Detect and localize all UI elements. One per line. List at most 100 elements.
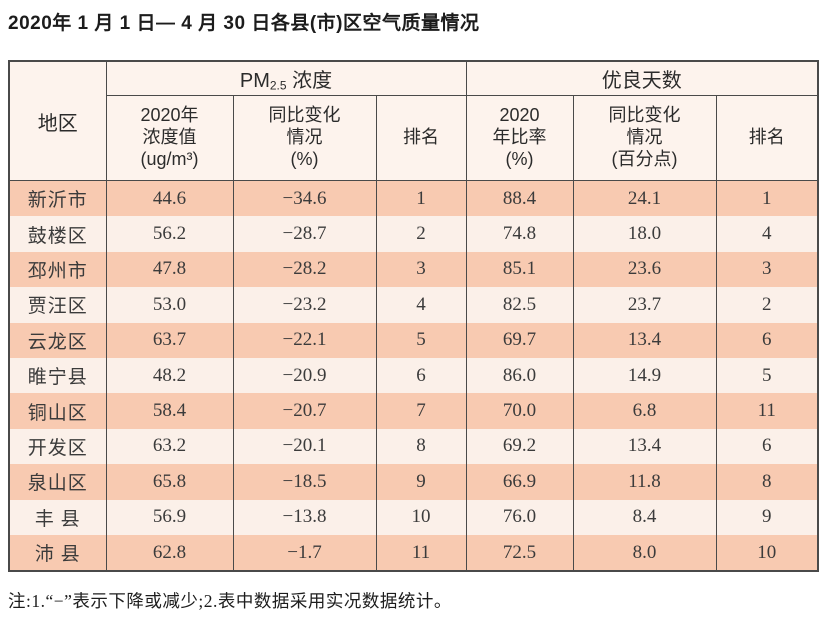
pm-value-cell: 48.2 <box>105 357 234 394</box>
pm-value-cell: 56.2 <box>105 216 234 252</box>
good-rank-cell: 3 <box>715 251 819 288</box>
table-row: 云龙区 63.7 −22.1 5 69.7 13.4 6 <box>8 322 819 358</box>
header-group-pm25: PM2.5 浓度 <box>105 61 467 96</box>
pm-change-cell: −20.1 <box>232 428 377 465</box>
region-cell: 铜山区 <box>8 393 107 429</box>
pm-value-cell: 58.4 <box>105 393 234 429</box>
pm-value-cell: 44.6 <box>105 180 234 217</box>
region-cell: 睢宁县 <box>8 357 107 394</box>
header-good-rate-line2: 年比率 <box>492 127 547 148</box>
good-change-cell: 14.9 <box>572 357 717 394</box>
footnote: 注:1.“−”表示下降或减少;2.表中数据采用实况数据统计。 <box>8 591 452 611</box>
good-change-cell: 23.7 <box>572 287 717 323</box>
pm-rank-cell: 3 <box>375 251 467 288</box>
header-pm-rank: 排名 <box>375 95 467 181</box>
pm-value-cell: 53.0 <box>105 287 234 323</box>
good-change-cell: 6.8 <box>572 393 717 429</box>
header-pm-value-line2: 浓度值 <box>142 127 197 148</box>
table-row: 泉山区 65.8 −18.5 9 66.9 11.8 8 <box>8 464 819 500</box>
table-row: 贾汪区 53.0 −23.2 4 82.5 23.7 2 <box>8 287 819 323</box>
pm-label: PM <box>239 70 270 92</box>
header-good-rate-line3: (%) <box>505 148 534 169</box>
good-rank-cell: 9 <box>715 499 819 535</box>
header-pm-change-line2: 情况 <box>286 127 323 148</box>
pm-rank-cell: 9 <box>375 464 467 500</box>
pm-rank-cell: 5 <box>375 322 467 358</box>
region-cell: 新沂市 <box>8 180 107 217</box>
good-change-cell: 23.6 <box>572 251 717 288</box>
pm-rank-cell: 7 <box>375 393 467 429</box>
air-quality-table: 地区 PM2.5 浓度 优良天数 2020年 浓度值 (ug/m³) 同比变化 … <box>8 60 820 573</box>
pm-change-cell: −28.7 <box>232 216 377 252</box>
pm-change-cell: −20.7 <box>232 393 377 429</box>
table-row: 沛 县 62.8 −1.7 11 72.5 8.0 10 <box>8 534 819 572</box>
good-change-cell: 8.0 <box>572 534 717 572</box>
pm-value-cell: 65.8 <box>105 464 234 500</box>
header-columns-row: 2020年 浓度值 (ug/m³) 同比变化 情况 (%) 排名 2020 年比… <box>9 95 819 181</box>
pm-concentration-label: 浓度 <box>286 70 333 92</box>
table-header: 地区 PM2.5 浓度 优良天数 2020年 浓度值 (ug/m³) 同比变化 … <box>8 61 819 181</box>
header-group-row: 地区 PM2.5 浓度 优良天数 <box>8 61 819 181</box>
good-change-cell: 8.4 <box>572 499 717 535</box>
good-rate-cell: 76.0 <box>465 499 574 535</box>
header-good-change-line3: (百分点) <box>611 148 678 169</box>
pm-rank-cell: 6 <box>375 357 467 394</box>
header-group-good-days: 优良天数 <box>465 61 819 96</box>
good-rank-cell: 6 <box>715 428 819 465</box>
page-title: 2020年 1 月 1 日— 4 月 30 日各县(市)区空气质量情况 <box>8 13 480 34</box>
good-rate-cell: 66.9 <box>465 464 574 500</box>
pm-change-cell: −23.2 <box>232 287 377 323</box>
good-rank-cell: 11 <box>715 393 819 429</box>
good-change-cell: 13.4 <box>572 428 717 465</box>
header-good-rate-line1: 2020 <box>499 105 540 126</box>
good-change-cell: 18.0 <box>572 216 717 252</box>
good-rate-cell: 86.0 <box>465 357 574 394</box>
header-good-rate: 2020 年比率 (%) <box>465 95 574 181</box>
good-rank-cell: 2 <box>715 287 819 323</box>
header-pm-change-line3: (%) <box>290 148 319 169</box>
table-row: 丰 县 56.9 −13.8 10 76.0 8.4 9 <box>8 499 819 535</box>
table-row: 新沂市 44.6 −34.6 1 88.4 24.1 1 <box>8 180 819 217</box>
good-rank-cell: 10 <box>715 534 819 572</box>
pm-value-cell: 62.8 <box>105 534 234 572</box>
pm-value-cell: 63.7 <box>105 322 234 358</box>
table-row: 鼓楼区 56.2 −28.7 2 74.8 18.0 4 <box>8 216 819 252</box>
header-good-change: 同比变化 情况 (百分点) <box>572 95 717 181</box>
table-row: 邳州市 47.8 −28.2 3 85.1 23.6 3 <box>8 251 819 288</box>
region-cell: 丰 县 <box>8 499 107 535</box>
good-rate-cell: 88.4 <box>465 180 574 217</box>
pm-change-cell: −18.5 <box>232 464 377 500</box>
good-change-cell: 11.8 <box>572 464 717 500</box>
good-change-cell: 24.1 <box>572 180 717 217</box>
pm-rank-cell: 11 <box>375 534 467 572</box>
region-cell: 沛 县 <box>8 534 107 572</box>
region-cell: 鼓楼区 <box>8 216 107 252</box>
header-pm-change-line1: 同比变化 <box>268 105 341 126</box>
good-rank-cell: 1 <box>715 180 819 217</box>
good-rank-cell: 4 <box>715 216 819 252</box>
pm-value-cell: 47.8 <box>105 251 234 288</box>
good-rank-cell: 5 <box>715 357 819 394</box>
header-good-rank: 排名 <box>715 95 819 181</box>
region-cell: 邳州市 <box>8 251 107 288</box>
header-good-change-line1: 同比变化 <box>608 105 681 126</box>
table-row: 睢宁县 48.2 −20.9 6 86.0 14.9 5 <box>8 357 819 394</box>
good-rate-cell: 69.7 <box>465 322 574 358</box>
good-rate-cell: 72.5 <box>465 534 574 572</box>
pm-rank-cell: 10 <box>375 499 467 535</box>
pm-change-cell: −1.7 <box>232 534 377 572</box>
good-rank-cell: 6 <box>715 322 819 358</box>
region-cell: 泉山区 <box>8 464 107 500</box>
good-rate-cell: 69.2 <box>465 428 574 465</box>
pm-change-cell: −20.9 <box>232 357 377 394</box>
pm-rank-cell: 1 <box>375 180 467 217</box>
pm-value-cell: 56.9 <box>105 499 234 535</box>
header-good-change-line2: 情况 <box>626 127 663 148</box>
good-rate-cell: 82.5 <box>465 287 574 323</box>
good-rank-cell: 8 <box>715 464 819 500</box>
table-row: 铜山区 58.4 −20.7 7 70.0 6.8 11 <box>8 393 819 429</box>
header-region: 地区 <box>8 61 107 181</box>
good-rate-cell: 70.0 <box>465 393 574 429</box>
region-cell: 开发区 <box>8 428 107 465</box>
